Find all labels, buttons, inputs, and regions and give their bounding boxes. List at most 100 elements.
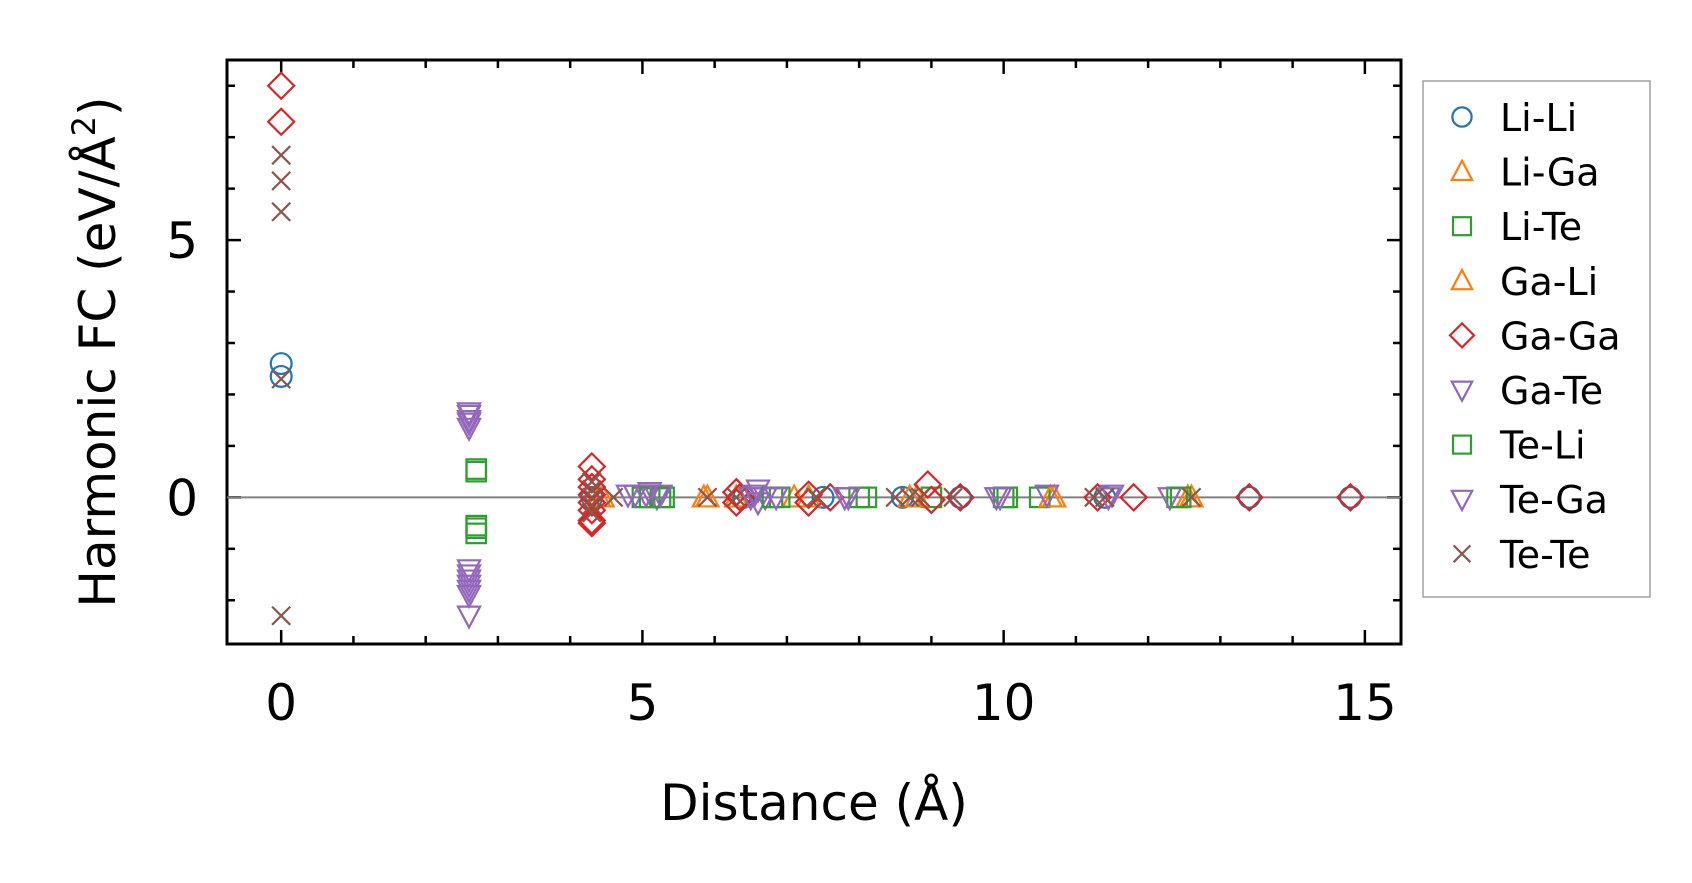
data-point-ga-te xyxy=(456,409,482,435)
data-point-te-ga xyxy=(763,487,789,512)
series-te-te xyxy=(271,145,1202,626)
data-point-te-te xyxy=(1181,487,1202,508)
data-points xyxy=(266,71,1365,630)
data-point-te-ga xyxy=(987,487,1013,512)
data-point-li-li xyxy=(269,364,293,388)
series-ga-ga xyxy=(266,71,1365,538)
data-point-te-te xyxy=(271,145,292,166)
data-point-te-te xyxy=(581,479,602,500)
data-point-ga-te xyxy=(636,482,663,507)
data-point-te-ga xyxy=(456,412,482,437)
data-point-ga-ga xyxy=(1335,482,1365,512)
y-axis-label-end: ) xyxy=(69,96,127,116)
data-point-te-li xyxy=(465,517,488,540)
data-point-te-te xyxy=(885,487,906,508)
data-point-te-te xyxy=(697,487,718,508)
data-point-te-te xyxy=(581,502,602,523)
data-point-ga-te xyxy=(1034,484,1060,509)
data-point-te-ga xyxy=(633,484,659,509)
legend-box xyxy=(1422,80,1651,598)
legend-marker-te-ga xyxy=(1449,489,1475,513)
data-point-ga-ga xyxy=(577,464,607,494)
legend-label-li-ga: Li-Ga xyxy=(1500,151,1600,195)
x-tick-label: 15 xyxy=(1333,674,1397,732)
data-point-te-ga xyxy=(647,484,674,509)
data-point-ga-li xyxy=(690,483,717,508)
data-point-li-li xyxy=(269,352,293,376)
minor-ticks xyxy=(227,60,1401,644)
x-axis-label: Distance (Å) xyxy=(660,774,968,832)
y-axis-label-main: Harmonic FC (eV/Å xyxy=(69,136,127,607)
data-point-te-ga xyxy=(615,484,641,509)
data-point-te-te xyxy=(271,201,292,222)
series-ga-te xyxy=(456,402,1183,630)
legend-marker-te-li xyxy=(1451,434,1473,455)
data-point-ga-te xyxy=(456,417,482,442)
tick-labels: 0 5 10 15 0 5 xyxy=(166,212,1397,732)
data-point-te-ga xyxy=(456,404,482,430)
y-axis-label: Harmonic FC (eV/Å2) xyxy=(65,96,127,607)
data-point-te-te xyxy=(581,487,602,508)
legend-label-ga-li: Ga-Li xyxy=(1500,260,1598,304)
data-point-te-ga xyxy=(835,487,862,512)
data-point-li-li xyxy=(1338,485,1362,509)
legend-label-ga-te: Ga-Te xyxy=(1500,369,1603,413)
plot-frame xyxy=(225,58,1403,646)
data-point-te-te xyxy=(910,487,931,508)
data-point-li-li xyxy=(891,485,915,509)
legend-marker-li-li xyxy=(1451,106,1473,128)
y-tick-label: 0 xyxy=(166,469,198,527)
data-point-te-te xyxy=(805,487,826,508)
legend-marker-ga-ga xyxy=(1448,321,1476,349)
data-point-ga-ga xyxy=(577,505,607,536)
legend-label-te-ga: Te-Ga xyxy=(1499,478,1608,522)
legend-items: Li-Li Li-Ga Li-Te Ga-Li Ga-Ga Ga-Te Te-Li Te-Ga… xyxy=(1448,96,1621,577)
data-point-ga-ga xyxy=(913,469,943,500)
data-point-li-li xyxy=(811,485,835,509)
data-point-te-li xyxy=(855,486,878,509)
legend-marker-ga-li xyxy=(1449,267,1475,291)
data-point-te-te xyxy=(943,487,963,508)
data-point-te-te xyxy=(271,171,292,191)
data-point-ga-ga xyxy=(794,480,824,510)
legend-label-te-li: Te-Li xyxy=(1499,424,1586,468)
legend-label-te-te: Te-Te xyxy=(1499,533,1591,577)
data-point-te-te xyxy=(603,487,624,508)
legend-label-ga-ga: Ga-Ga xyxy=(1500,314,1621,358)
x-tick-label: 5 xyxy=(627,674,659,732)
data-point-ga-ga xyxy=(945,482,975,512)
data-point-li-li xyxy=(948,485,972,509)
data-point-ga-ga xyxy=(577,451,607,482)
data-point-ga-ga xyxy=(266,71,296,101)
series-li-li xyxy=(269,352,1362,509)
y-axis-label-superscript: 2 xyxy=(65,116,103,136)
data-point-te-te xyxy=(726,487,747,508)
data-point-li-te xyxy=(465,522,488,545)
data-point-te-te xyxy=(581,472,602,492)
x-tick-label: 0 xyxy=(265,674,297,732)
data-point-ga-li xyxy=(1037,483,1064,508)
data-point-ga-ga xyxy=(577,508,607,538)
data-point-ga-te xyxy=(456,605,482,630)
data-point-ga-ga xyxy=(1234,482,1264,512)
legend-marker-ga-te xyxy=(1449,380,1475,404)
data-point-te-te xyxy=(581,495,602,515)
series-te-ga xyxy=(456,404,1122,610)
data-point-ga-te xyxy=(456,579,482,605)
data-point-ga-ga xyxy=(1119,482,1149,512)
legend-label-li-li: Li-Li xyxy=(1500,96,1577,140)
data-point-te-te xyxy=(271,369,292,389)
data-point-te-te xyxy=(1094,487,1115,508)
series-te-li xyxy=(465,460,1192,540)
legend: Li-Li Li-Ga Li-Te Ga-Li Ga-Ga Ga-Te Te-Li Te-Ga… xyxy=(1422,80,1651,598)
legend-marker-li-te xyxy=(1451,216,1473,237)
data-point-te-li xyxy=(465,460,488,483)
y-tick-label: 5 xyxy=(166,212,198,270)
legend-label-li-te: Li-Te xyxy=(1500,205,1582,249)
x-tick-label: 10 xyxy=(972,674,1036,732)
series-li-te xyxy=(465,458,1188,545)
data-point-te-ga xyxy=(741,484,768,509)
data-point-ga-ga xyxy=(577,472,607,502)
major-ticks xyxy=(227,60,1401,644)
